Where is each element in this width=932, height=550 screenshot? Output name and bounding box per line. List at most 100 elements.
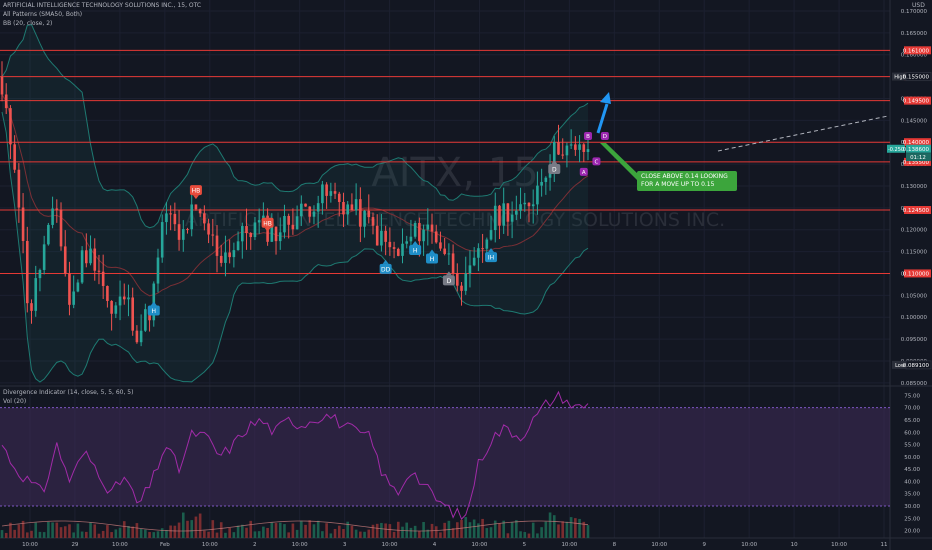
candle-body: [329, 191, 333, 196]
candle-body: [30, 303, 33, 311]
candle-body: [63, 246, 67, 274]
volume-bar: [198, 513, 202, 538]
candle-body: [55, 208, 59, 210]
volume-bar: [443, 522, 446, 538]
volume-bar: [380, 522, 383, 538]
volume-bar: [392, 531, 396, 538]
candle-body: [515, 210, 518, 215]
candle-body: [304, 203, 307, 207]
candle-body: [9, 108, 12, 145]
candle-body: [426, 224, 430, 230]
indicator-legend-patterns[interactable]: All Patterns (SMA50, Both): [3, 11, 83, 18]
pattern-markers[interactable]: H HB HB DD H H D IH D A B C D: [147, 131, 609, 316]
volume-bar: [527, 533, 531, 538]
candle-body: [17, 169, 21, 208]
candle-body: [173, 213, 177, 225]
level-price-tag-label: 0.124500: [903, 208, 930, 214]
volume-bar: [544, 521, 548, 538]
candle-body: [249, 233, 253, 238]
volume-bar: [531, 522, 535, 538]
price-axis[interactable]: 0.1700000.1650000.1600000.1550000.150000…: [887, 9, 932, 535]
rsi-tick-label: 75.00: [904, 393, 920, 399]
candle-body: [236, 241, 240, 251]
volume-bar: [519, 531, 522, 538]
countdown-tag-label: 01:12: [910, 155, 926, 161]
volume-bar: [160, 528, 164, 538]
volume-bar: [177, 522, 181, 538]
rsi-tick-label: 50.00: [904, 455, 920, 461]
candle-body: [0, 77, 4, 95]
candle-body: [219, 255, 223, 263]
candle-body: [481, 248, 484, 250]
volume-bar: [156, 531, 160, 538]
candle-body: [447, 253, 451, 255]
volume-bar: [371, 524, 375, 538]
indicator-legend-bb[interactable]: BB (20, close, 2): [3, 20, 53, 27]
level-price-tag-label: 0.135500: [903, 160, 930, 166]
candle-body: [485, 239, 489, 249]
pattern-marker-badge: [261, 217, 274, 228]
candle-body: [51, 208, 54, 225]
rsi-line: [1, 390, 589, 521]
candle-body: [375, 225, 379, 246]
indicator-legend-volume[interactable]: Vol (20): [3, 398, 27, 405]
price-tag-value: 0.089100: [903, 363, 930, 369]
volume-bar: [228, 527, 231, 538]
candle-body: [493, 205, 497, 231]
key-level-lines[interactable]: [0, 49, 890, 274]
volume-bar: [278, 522, 282, 538]
volume-bar: [25, 532, 29, 538]
pattern-marker-badge: [485, 252, 498, 263]
volume-bar: [426, 529, 430, 538]
candle-body: [418, 222, 421, 242]
volume-bar: [434, 526, 438, 538]
time-tick-label: 10:00: [561, 542, 577, 548]
time-tick-label: 10: [791, 542, 798, 548]
candle-body: [207, 223, 210, 235]
volume-bar: [224, 532, 227, 538]
pattern-marker-label: H: [152, 308, 157, 315]
volume-bar: [422, 522, 425, 538]
pattern-marker-pointer: [412, 240, 419, 245]
symbol-legend[interactable]: ARTIFICIAL INTELLIGENCE TECHNOLOGY SOLUT…: [3, 2, 202, 9]
volume-bar: [266, 527, 269, 538]
candle-body: [321, 184, 324, 204]
volume-bar: [144, 529, 147, 538]
volume-bar: [93, 524, 97, 538]
volume-bar: [232, 532, 236, 538]
volume-bar: [557, 524, 560, 538]
abcd-marker-label: A: [582, 170, 586, 176]
analysis-callout[interactable]: CLOSE ABOVE 0.14 LOOKING FOR A MOVE UP T…: [637, 171, 737, 191]
indicator-legend-divergence[interactable]: Divergence Indicator (14, close, 5, 5, 6…: [3, 389, 134, 396]
volume-bar: [413, 525, 417, 538]
volume-bar: [316, 520, 320, 538]
callout-pointer: [600, 143, 640, 180]
volume-bar: [68, 524, 71, 538]
drawing-tools[interactable]: [596, 92, 889, 180]
time-axis[interactable]: 10:00 29 10:00 Feb 10:00 2 10:00 3 10:00 4 10:00 5 1…: [22, 542, 887, 548]
volume-bar: [312, 524, 316, 538]
volume-bar: [38, 531, 42, 538]
volume-bar: [207, 531, 210, 538]
volume-bar: [333, 528, 337, 538]
candle-body: [502, 203, 505, 226]
rsi-tick-label: 70.00: [904, 406, 920, 412]
volume-bar: [80, 531, 84, 538]
price-tick-label: 0.130000: [901, 184, 928, 190]
pattern-marker-pointer: [150, 301, 157, 306]
volume-bar: [72, 532, 75, 538]
candle-body: [392, 247, 396, 249]
candle-body: [430, 224, 434, 232]
volume-bar: [578, 518, 581, 538]
volume-bar: [34, 522, 38, 538]
volume-bar: [337, 525, 341, 538]
volume-bar: [51, 522, 54, 538]
volume-bar: [9, 522, 12, 538]
pattern-marker-badge: [442, 275, 455, 286]
candle-body: [257, 220, 261, 223]
time-tick-label: 3: [343, 542, 347, 548]
pattern-marker-label: IH: [488, 255, 494, 262]
pattern-marker-badge: [426, 253, 439, 264]
candle-body: [177, 224, 181, 240]
